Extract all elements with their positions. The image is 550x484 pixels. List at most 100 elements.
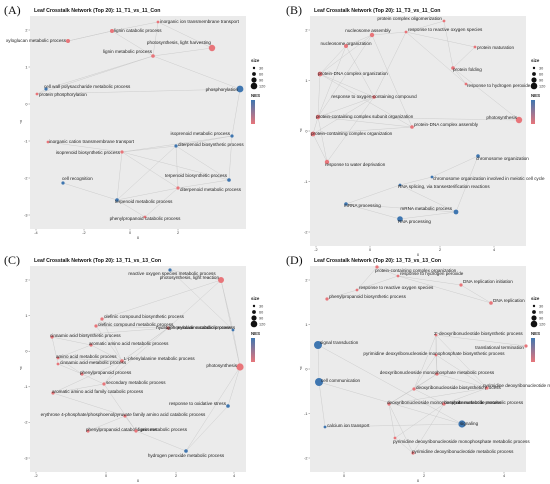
y-tick-label: 2 [25,28,27,32]
y-tick-label: -2 [304,230,307,234]
node-label: response to reactive oxygen species [359,285,434,290]
network-node [44,87,48,91]
node-label: cell recognition [62,176,93,181]
edge [121,145,177,153]
edge [101,279,222,320]
size-legend-dot [252,310,256,314]
y-tick-label: -3 [24,456,27,460]
node-label: diterpenoid metabolic process [180,187,242,192]
edge [121,151,230,181]
node-label: deoxyribonucleotide metabolic process [444,400,524,405]
node-label: photosynthesis, light harvesting [147,40,212,45]
node-layer: reactive oxygen species metabolic proces… [41,268,244,458]
size-legend-label: 30 [539,66,543,70]
network-node [50,335,54,339]
x-tick-label: -2 [34,474,37,478]
network-node [464,82,468,86]
node-label: chromosome organization [476,156,529,161]
network-node [236,85,244,93]
size-legend-dot [530,82,538,90]
node-label: protein-containing complex organization [311,131,393,136]
size-legend-label: 90 [539,78,543,82]
network-node [442,19,446,23]
x-tick-label: 0 [105,474,107,478]
node-label: mRNA processing [344,203,381,208]
node-label: protein maturation [477,45,514,50]
network-node [404,30,408,34]
node-label: secondary metabolic process [106,380,166,385]
y-tick-label: 1 [25,314,27,318]
edge [371,34,413,128]
network-node [410,125,414,129]
network-node [310,131,316,137]
network-node [323,425,327,429]
nes-legend-title: NES [251,93,260,98]
network-node [80,372,84,376]
size-legend-label: 90 [259,316,263,320]
edge [452,67,467,85]
size-legend-label: 60 [259,72,263,76]
y-tick-label: -2 [304,456,307,460]
edge [399,184,457,213]
network-node [208,44,216,52]
node-label: phenylpropanoid catabolic process [86,427,157,432]
edge [177,179,230,189]
node-label: protein-containing complex organization [375,268,457,273]
edge [317,34,373,118]
node-layer: protein-containing complex organization r… [314,265,550,455]
node-label: cinnamic acid biosynthetic process [50,333,121,338]
node-label: pyrimidine deoxyribonucleotide metabolic… [483,383,550,388]
plot-background [310,266,526,472]
node-label: hydrogen peroxide metabolic process [148,453,225,458]
x-tick-label: 2 [175,474,177,478]
edge [317,344,320,383]
network-node [375,265,379,269]
network-node [218,277,224,283]
node-label: response to reactive oxygen species [408,27,483,32]
network-node [120,150,124,154]
node-label: aromatic amino acid metabolic process [89,341,169,346]
node-label: pyrimidine deoxyribonucleoside monophosp… [363,351,505,356]
x-tick-label: 2 [423,474,425,478]
y-tick-label: -1 [24,385,27,389]
edge [175,135,233,147]
node-label: phenylpropanoid biosynthetic process [329,294,407,299]
y-tick-label: -3 [24,213,27,217]
edge [116,145,177,201]
size-legend-dot [532,304,536,308]
edge [52,392,126,417]
node-label: response to oxidative stress [169,401,227,406]
edge [435,334,488,389]
size-legend-dot [251,77,257,83]
size-legend-title: size [531,58,540,63]
network-node [315,114,321,120]
node-label: chromosome organization involved in meio… [433,176,545,181]
panel-letter: (D) [286,253,303,267]
node-label: DNA replication [493,298,525,303]
node-label: protein-DNA complex assembly [414,122,479,127]
edge [345,45,375,98]
size-legend-label: 30 [259,304,263,308]
node-label: phosphorylation [206,87,239,92]
edge [397,275,492,304]
edge [95,325,169,329]
y-tick-label: -1 [24,139,27,143]
panel-b: (B) Leaf Crosstalk Network (Top 20): 11_… [286,3,545,257]
plot-background [30,16,246,229]
edge [431,155,479,178]
network-node [226,404,230,408]
size-legend-label: 30 [259,66,263,70]
panel-title: Leaf Crosstalk Network (Top 20): 13_T3_v… [314,258,441,264]
edge [452,46,476,69]
legend-d: size 30 60 90 120 NES [530,296,545,362]
edge [51,336,59,365]
network-node [344,44,348,48]
x-tick-label: 0 [129,231,131,235]
edge [90,344,123,362]
edge [435,354,488,389]
network-node [324,159,330,165]
node-label: response to oxygen-containing compound [331,94,417,99]
edge [57,363,83,375]
y-axis-label: y [20,365,23,370]
edge [47,141,123,153]
